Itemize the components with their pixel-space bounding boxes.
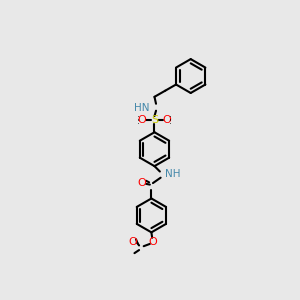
Text: :: : <box>137 114 140 123</box>
Text: O: O <box>162 115 171 125</box>
Text: :: : <box>137 117 140 126</box>
Text: :: : <box>169 114 172 123</box>
Text: O: O <box>138 115 146 125</box>
Text: O: O <box>138 178 146 188</box>
Text: HN: HN <box>134 103 150 112</box>
Text: :: : <box>169 117 172 126</box>
Text: O: O <box>148 237 157 247</box>
Text: NH: NH <box>165 169 181 179</box>
Text: S: S <box>151 115 158 125</box>
Text: O: O <box>128 237 137 247</box>
